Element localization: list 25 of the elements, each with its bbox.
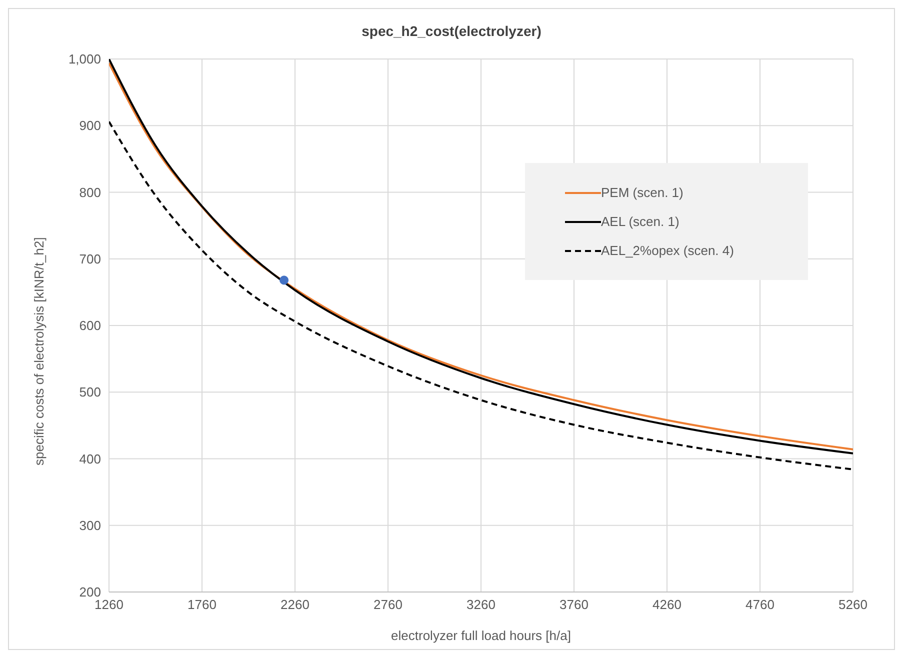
x-tick-label: 4760 xyxy=(746,597,774,612)
legend-label: PEM (scen. 1) xyxy=(601,185,684,200)
x-tick-label: 2260 xyxy=(280,597,310,612)
y-tick-label: 200 xyxy=(79,584,101,600)
x-tick-label: 3760 xyxy=(560,597,588,612)
y-tick-label: 1,000 xyxy=(68,52,101,67)
y-tick-label: 500 xyxy=(79,384,101,400)
x-tick-label: 5260 xyxy=(838,597,868,612)
y-tick-label: 900 xyxy=(79,118,101,134)
x-tick-label: 2760 xyxy=(374,597,402,612)
chart-title: spec_h2_cost(electrolyzer) xyxy=(360,23,542,39)
legend-label: AEL (scen. 1) xyxy=(601,214,680,229)
x-tick-label: 4260 xyxy=(652,597,682,612)
y-tick-label: 600 xyxy=(79,318,101,334)
y-tick-label: 400 xyxy=(79,451,101,466)
y-axis-title: specific costs of electrolysis [kINR/t_h2] xyxy=(32,237,47,466)
legend-label: AEL_2%opex (scen. 4) xyxy=(601,243,734,258)
x-tick-label: 1260 xyxy=(94,597,124,612)
y-tick-label: 700 xyxy=(79,251,101,266)
line-series xyxy=(109,120,853,470)
x-tick-label: 3260 xyxy=(466,597,496,612)
y-tick-label: 300 xyxy=(79,518,101,533)
x-tick-label: 1760 xyxy=(188,597,216,612)
y-tick-label: 800 xyxy=(79,184,101,200)
x-axis-title: electrolyzer full load hours [h/a] xyxy=(391,628,571,643)
